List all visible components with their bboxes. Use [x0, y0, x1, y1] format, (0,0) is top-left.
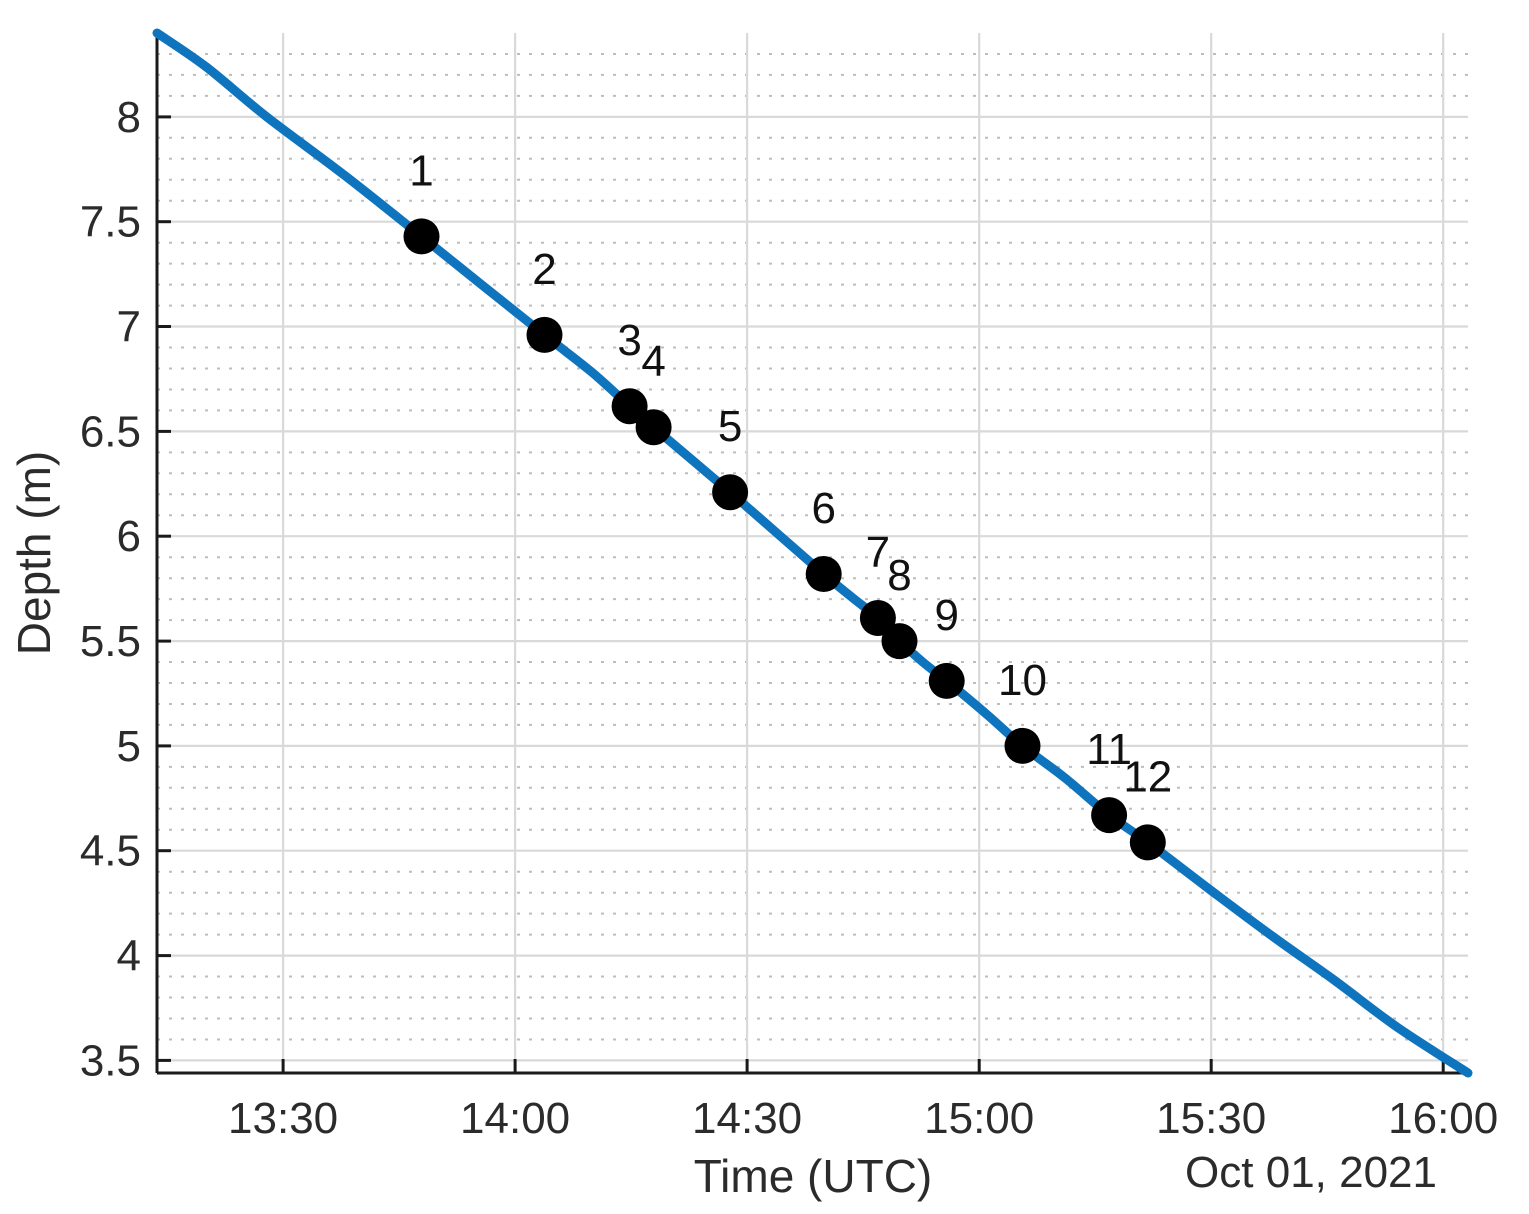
data-point-8: [881, 623, 918, 660]
y-tick-label: 3.5: [80, 1036, 141, 1085]
y-tick-label: 7.5: [80, 198, 141, 247]
data-point-label-10: 10: [998, 656, 1047, 705]
data-point-1: [403, 218, 440, 255]
data-point-9: [928, 662, 965, 699]
y-tick-label: 7: [117, 303, 141, 352]
data-point-label-11: 11: [1086, 725, 1132, 774]
x-tick-label: 15:30: [1156, 1094, 1266, 1143]
y-tick-label: 6.5: [80, 407, 141, 456]
minor-gridlines: [157, 53, 1468, 1041]
y-tick-label: 8: [117, 93, 141, 142]
x-tick-label: 16:00: [1388, 1094, 1498, 1143]
y-tick-label: 4.5: [80, 827, 141, 876]
x-tick-label: 14:00: [460, 1094, 570, 1143]
data-point-4: [635, 409, 672, 446]
data-point-label-6: 6: [811, 484, 835, 533]
data-point-label-2: 2: [532, 245, 556, 294]
tick-labels: 3.5 4 4.5 5 5.5 6 6.5 7 7.5 8 13:30 14:00 14:30 15:00…: [80, 93, 1498, 1143]
x-tick-label: 14:30: [692, 1094, 802, 1143]
data-point-label-7: 7: [866, 528, 890, 577]
x-tick-label: 15:00: [924, 1094, 1034, 1143]
data-point-12: [1129, 824, 1166, 861]
data-point-6: [805, 556, 842, 592]
data-point-3: [611, 388, 648, 425]
y-tick-label: 5.5: [80, 617, 141, 666]
data-point-label-1: 1: [409, 146, 433, 195]
event-markers: [403, 218, 1166, 861]
data-point-label-9: 9: [934, 591, 958, 640]
major-gridlines: [157, 33, 1468, 1073]
data-point-label-5: 5: [718, 402, 742, 451]
data-point-label-8: 8: [887, 551, 911, 600]
y-tick-label: 5: [117, 722, 141, 771]
data-point-label-12: 12: [1123, 752, 1172, 801]
data-point-10: [1004, 727, 1041, 764]
y-tick-label: 6: [117, 512, 141, 561]
data-point-5: [712, 474, 749, 511]
date-label: Oct 01, 2021: [1185, 1148, 1437, 1197]
data-point-7: [859, 600, 896, 636]
data-point-label-4: 4: [641, 337, 665, 386]
data-point-label-3: 3: [617, 316, 641, 365]
y-tick-label: 4: [117, 932, 141, 981]
data-point-2: [526, 316, 563, 353]
x-tick-label: 13:30: [228, 1094, 338, 1143]
x-axis-label: Time (UTC): [694, 1150, 932, 1202]
data-point-11: [1091, 797, 1128, 834]
y-axis-label: Depth (m): [8, 451, 60, 655]
axes-and-ticks: [155, 33, 1468, 1075]
depth-profile-line: [152, 28, 1473, 1078]
